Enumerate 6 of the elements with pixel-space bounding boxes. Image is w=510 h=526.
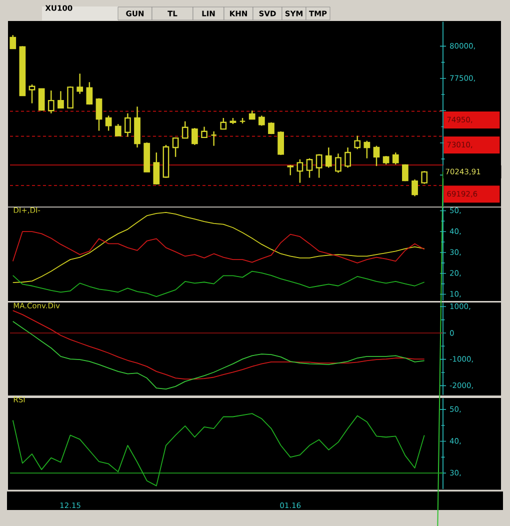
candlestick [124, 112, 131, 138]
line-series [12, 270, 425, 297]
candlestick [210, 130, 218, 146]
candlestick [335, 152, 342, 174]
line-series [12, 231, 425, 264]
candlestick [134, 106, 140, 148]
